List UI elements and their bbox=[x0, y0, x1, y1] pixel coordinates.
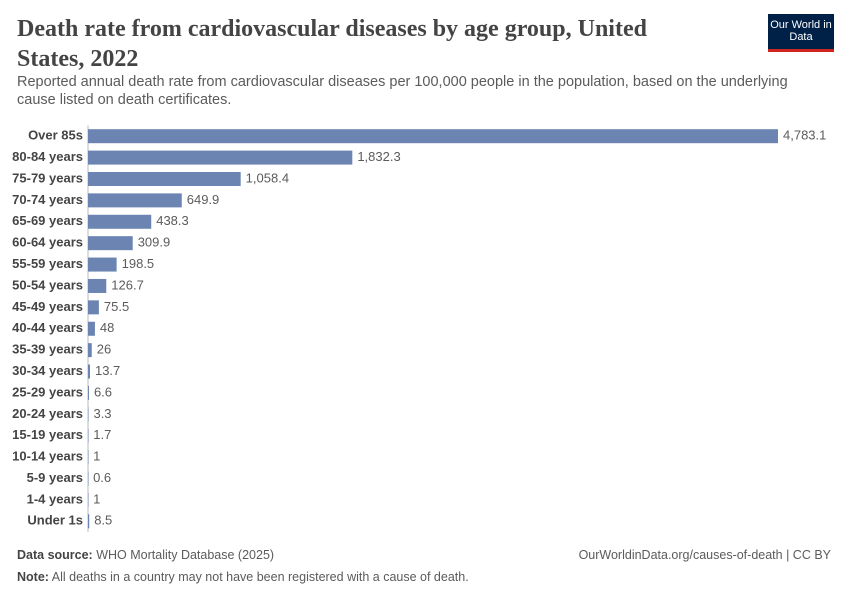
source-label: Data source: bbox=[17, 548, 93, 562]
source: Data source: WHO Mortality Database (202… bbox=[17, 548, 274, 562]
chart-subtitle: Reported annual death rate from cardiova… bbox=[17, 74, 788, 108]
category-label: 60-64 years bbox=[12, 235, 83, 250]
value-label: 1.7 bbox=[93, 427, 111, 442]
value-label: 1 bbox=[93, 491, 100, 506]
category-label: 25-29 years bbox=[12, 384, 83, 399]
bar bbox=[88, 278, 107, 293]
bar bbox=[88, 450, 89, 465]
bar bbox=[88, 492, 89, 507]
value-label: 438.3 bbox=[156, 213, 189, 228]
value-label: 4,783.1 bbox=[783, 128, 826, 143]
category-label: 50-54 years bbox=[12, 277, 83, 292]
value-label: 48 bbox=[100, 320, 114, 335]
category-label: 1-4 years bbox=[27, 491, 83, 506]
category-label: 10-14 years bbox=[12, 449, 83, 464]
bar bbox=[88, 428, 89, 443]
value-label: 6.6 bbox=[94, 384, 112, 399]
value-label: 13.7 bbox=[95, 363, 120, 378]
category-label: 45-49 years bbox=[12, 299, 83, 314]
logo[interactable]: Our World in Data bbox=[768, 14, 834, 52]
category-label: Over 85s bbox=[28, 128, 83, 143]
bar bbox=[88, 321, 95, 336]
category-label: 15-19 years bbox=[12, 427, 83, 442]
bar bbox=[88, 150, 353, 165]
category-label: 55-59 years bbox=[12, 256, 83, 271]
note-text: All deaths in a country may not have bee… bbox=[51, 570, 469, 584]
category-label: Under 1s bbox=[27, 513, 83, 528]
value-label: 309.9 bbox=[138, 235, 171, 250]
chart-title: Death rate from cardiovascular diseases … bbox=[17, 16, 647, 72]
value-label: 1,832.3 bbox=[357, 149, 400, 164]
category-label: 5-9 years bbox=[27, 470, 83, 485]
bar bbox=[88, 514, 90, 529]
bar bbox=[88, 129, 778, 144]
bar bbox=[88, 300, 99, 315]
category-label: 30-34 years bbox=[12, 363, 83, 378]
bar bbox=[88, 193, 182, 208]
value-label: 126.7 bbox=[111, 277, 144, 292]
value-label: 3.3 bbox=[93, 406, 111, 421]
category-label: 20-24 years bbox=[12, 406, 83, 421]
value-label: 198.5 bbox=[122, 256, 155, 271]
value-label: 26 bbox=[97, 342, 111, 357]
category-label: 65-69 years bbox=[12, 213, 83, 228]
bar bbox=[88, 257, 117, 272]
category-label: 40-44 years bbox=[12, 320, 83, 335]
bar bbox=[88, 214, 152, 229]
bar bbox=[88, 343, 92, 358]
category-label: 70-74 years bbox=[12, 192, 83, 207]
value-label: 1,058.4 bbox=[246, 170, 289, 185]
category-label: 35-39 years bbox=[12, 342, 83, 357]
url[interactable]: OurWorldinData.org/causes-of-death | CC … bbox=[578, 548, 831, 562]
source-text[interactable]: WHO Mortality Database (2025) bbox=[96, 548, 275, 562]
value-label: 75.5 bbox=[104, 299, 129, 314]
category-label: 80-84 years bbox=[12, 149, 83, 164]
note: Note: All deaths in a country may not ha… bbox=[17, 570, 469, 584]
bar bbox=[88, 171, 241, 186]
value-label: 649.9 bbox=[187, 192, 220, 207]
bar bbox=[88, 407, 89, 422]
bar bbox=[88, 236, 133, 251]
bar bbox=[88, 385, 89, 400]
value-label: 8.5 bbox=[94, 513, 112, 528]
note-label: Note: bbox=[17, 570, 49, 584]
category-label: 75-79 years bbox=[12, 170, 83, 185]
bar bbox=[88, 364, 90, 379]
value-label: 0.6 bbox=[93, 470, 111, 485]
value-label: 1 bbox=[93, 449, 100, 464]
bar bbox=[88, 471, 89, 486]
